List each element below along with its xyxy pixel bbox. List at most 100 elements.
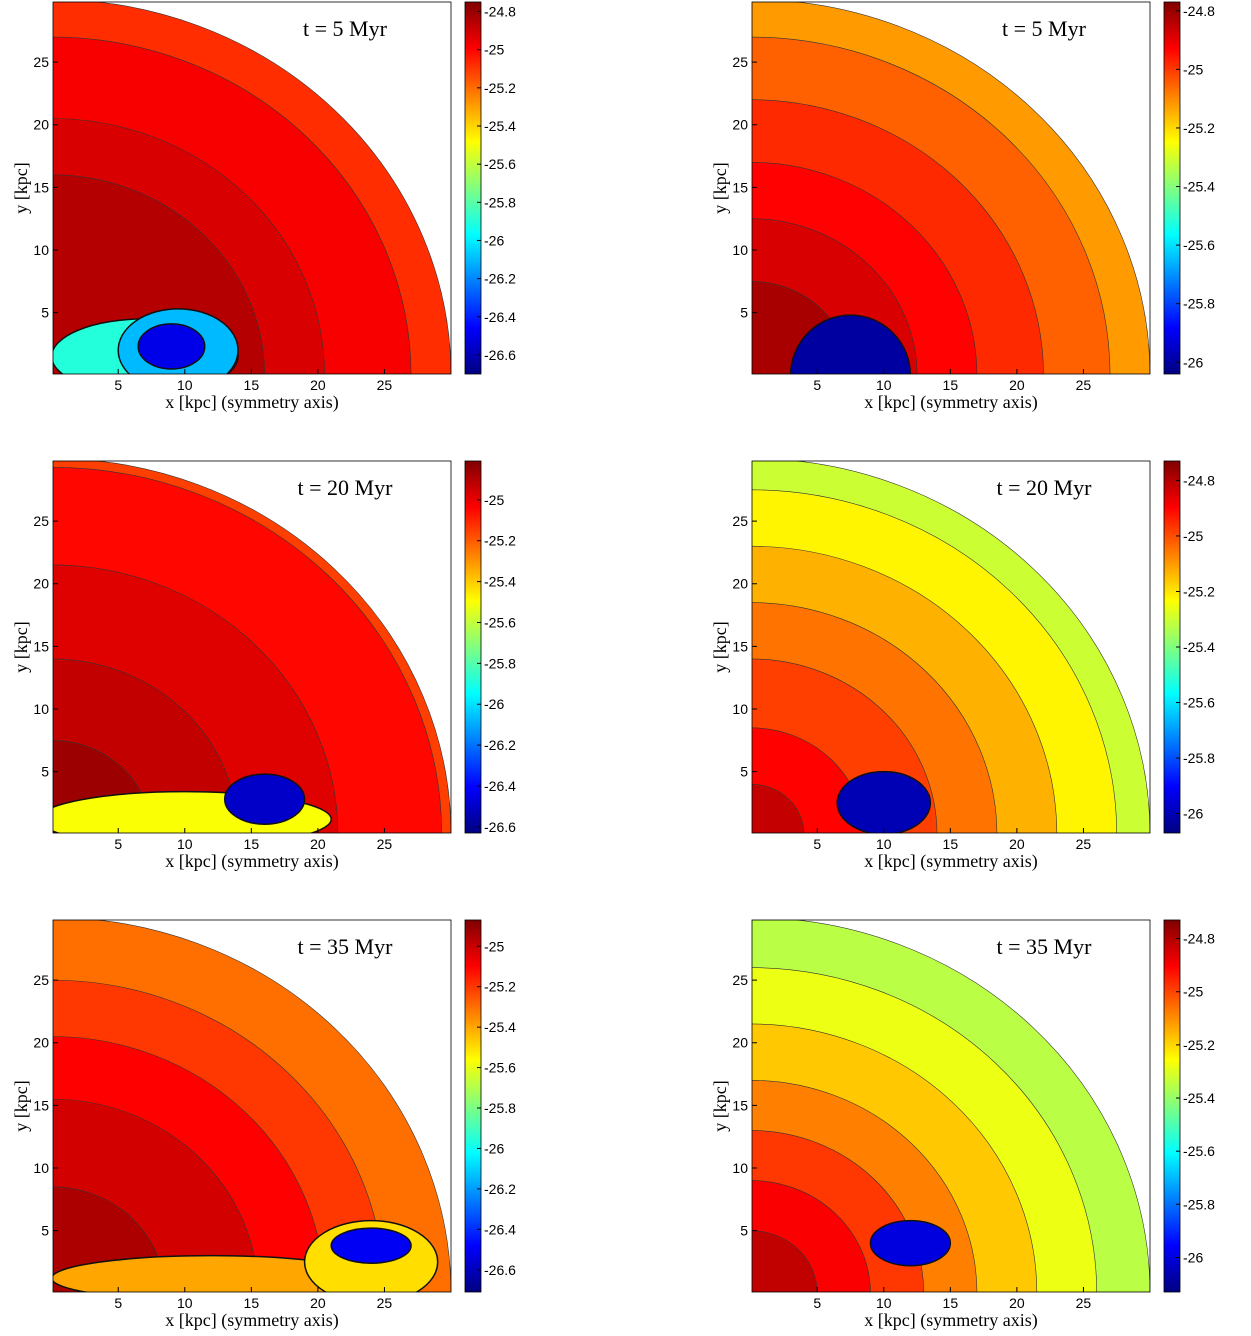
plot-frame	[52, 1, 452, 375]
colorbar-tick-label: -26.6	[484, 1262, 516, 1278]
panel: 5 10 15 20 25 5 10 15 20 25 t = 20 Myr x [kpc] (sym…	[710, 460, 1215, 872]
x-tick-label: 25	[1076, 377, 1092, 393]
colorbar-tick-label: -25.4	[484, 118, 516, 134]
colorbar-tick-label: -25	[484, 938, 504, 954]
colorbar-tick-label: -25.6	[1183, 695, 1215, 711]
y-tick-label: 25	[732, 513, 748, 529]
y-tick-label: 15	[732, 1097, 748, 1113]
colorbar-tick-label: -26	[484, 696, 504, 712]
colorbar-tick-label: -25	[484, 492, 504, 508]
y-axis-label: y [kpc]	[710, 1080, 730, 1131]
bubble	[836, 770, 932, 833]
plot-area	[752, 461, 1150, 833]
colorbar-tick-label: -26	[484, 232, 504, 248]
colorbar	[464, 460, 482, 834]
y-tick-label: 20	[732, 1035, 748, 1051]
y-tick-label: 20	[33, 576, 49, 592]
panel: 5 10 15 20 25 5 10 15 20 25 t = 5 Myr x [kpc] (symm…	[11, 1, 516, 413]
y-tick-label: 5	[41, 764, 49, 780]
x-axis-label: x [kpc] (symmetry axis)	[165, 1310, 338, 1331]
colorbar-tick-label: -25	[484, 42, 504, 58]
x-axis-label: x [kpc] (symmetry axis)	[864, 1310, 1037, 1331]
panel-title: t = 5 Myr	[303, 16, 388, 41]
colorbar-tick-label: -25.4	[1183, 1090, 1215, 1106]
y-tick-label: 25	[33, 972, 49, 988]
y-tick-label: 15	[33, 638, 49, 654]
y-axis-label: y [kpc]	[11, 162, 31, 213]
x-tick-label: 20	[1009, 836, 1025, 852]
y-tick-label: 15	[732, 638, 748, 654]
colorbar-tick-label: -25	[1183, 61, 1203, 77]
y-tick-label: 10	[33, 1160, 49, 1176]
colorbar	[464, 1, 482, 375]
plot-frame	[52, 460, 452, 834]
x-axis-label: x [kpc] (symmetry axis)	[165, 851, 338, 872]
x-tick-label: 15	[244, 377, 260, 393]
x-tick-label: 10	[876, 1295, 892, 1311]
y-axis-label: y [kpc]	[710, 162, 730, 213]
panel-title: t = 35 Myr	[298, 934, 394, 959]
x-tick-label: 15	[943, 377, 959, 393]
plot-frame	[52, 919, 452, 1293]
colorbar-tick-label: -25	[1183, 984, 1203, 1000]
plot-area	[752, 920, 1150, 1292]
plot-frame	[751, 460, 1151, 834]
panel-title: t = 20 Myr	[997, 475, 1093, 500]
y-tick-label: 20	[732, 117, 748, 133]
colorbar-tick-label: -26.2	[484, 737, 516, 753]
x-tick-label: 15	[244, 836, 260, 852]
colorbar-tick-label: -26.4	[484, 1221, 516, 1237]
colorbar-tick-label: -26.6	[484, 347, 516, 363]
plot-area	[752, 2, 1150, 374]
colorbar	[464, 919, 482, 1293]
plot-area	[53, 2, 451, 374]
x-tick-label: 25	[1076, 836, 1092, 852]
colorbar-tick-label: -25.8	[484, 655, 516, 671]
panel: 5 10 15 20 25 5 10 15 20 25 t = 20 Myr x [kpc] (sym…	[11, 460, 516, 872]
bubble	[330, 1227, 412, 1264]
colorbar-tick-label: -25.8	[1183, 750, 1215, 766]
x-tick-label: 15	[943, 1295, 959, 1311]
x-tick-label: 25	[1076, 1295, 1092, 1311]
panel: 5 10 15 20 25 5 10 15 20 25 t = 35 Myr x [kpc] (sym…	[11, 919, 516, 1331]
x-axis-label: x [kpc] (symmetry axis)	[165, 392, 338, 413]
x-tick-label: 20	[1009, 377, 1025, 393]
colorbar-tick-label: -25.8	[484, 194, 516, 210]
plot-area	[53, 461, 451, 833]
colorbar-tick-label: -26.2	[484, 271, 516, 287]
colorbar-tick-label: -24.8	[1183, 472, 1215, 488]
colorbar-tick-label: -25.2	[484, 80, 516, 96]
colorbar-tick-label: -24.8	[1183, 3, 1215, 19]
y-tick-label: 25	[33, 54, 49, 70]
y-axis-label: y [kpc]	[11, 1080, 31, 1131]
y-tick-label: 5	[740, 764, 748, 780]
x-tick-label: 25	[377, 836, 393, 852]
panel-title: t = 35 Myr	[997, 934, 1093, 959]
x-tick-label: 20	[310, 836, 326, 852]
bubble	[223, 773, 306, 825]
x-tick-label: 20	[310, 377, 326, 393]
colorbar-tick-label: -25.8	[1183, 1196, 1215, 1212]
y-tick-label: 10	[732, 701, 748, 717]
colorbar-tick-label: -25.4	[1183, 179, 1215, 195]
x-axis-label: x [kpc] (symmetry axis)	[864, 392, 1037, 413]
x-tick-label: 15	[244, 1295, 260, 1311]
x-tick-label: 10	[177, 1295, 193, 1311]
x-tick-label: 5	[813, 1295, 821, 1311]
colorbar-tick-label: -25.8	[1183, 296, 1215, 312]
y-tick-label: 15	[33, 1097, 49, 1113]
plot-area	[53, 920, 451, 1292]
y-axis-label: y [kpc]	[11, 621, 31, 672]
colorbar-tick-label: -25.2	[1183, 1037, 1215, 1053]
colorbar-tick-label: -25.4	[1183, 639, 1215, 655]
colorbar-tick-label: -24.8	[484, 4, 516, 20]
x-tick-label: 25	[377, 1295, 393, 1311]
colorbar-tick-label: -25.6	[1183, 237, 1215, 253]
colorbar-tick-label: -25.6	[484, 156, 516, 172]
colorbar-tick-label: -26.6	[484, 819, 516, 835]
y-tick-label: 25	[732, 54, 748, 70]
panel-title: t = 5 Myr	[1002, 16, 1087, 41]
colorbar-tick-label: -26	[484, 1140, 504, 1156]
plot-frame	[751, 919, 1151, 1293]
